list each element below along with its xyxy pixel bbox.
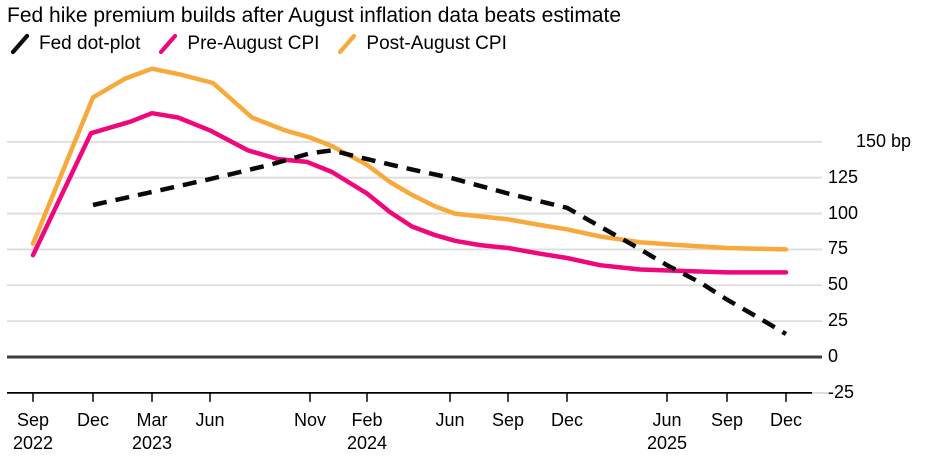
fed-dot-plot-slash-icon bbox=[10, 33, 30, 55]
post-august-cpi-slash-icon bbox=[338, 33, 357, 55]
slash-stroke bbox=[10, 33, 30, 55]
pre-august-cpi-slash-icon bbox=[159, 33, 178, 55]
legend-item-fed-dot-plot: Fed dot-plot bbox=[9, 32, 140, 56]
legend-label-pre-august-cpi: Pre-August CPI bbox=[187, 33, 320, 54]
legend-label-fed-dot-plot: Fed dot-plot bbox=[39, 33, 141, 54]
chart-title: Fed hike premium builds after August inf… bbox=[7, 4, 622, 27]
legend-label-post-august-cpi: Post-August CPI bbox=[366, 33, 507, 54]
series-line-pre-august-cpi bbox=[30, 110, 789, 275]
slash-stroke bbox=[159, 33, 178, 55]
legend-item-post-august-cpi: Post-August CPI bbox=[336, 32, 507, 56]
slash-stroke bbox=[338, 33, 357, 55]
chart-legend: Fed dot-plot Pre-August CPI Post-August … bbox=[9, 32, 507, 56]
series-line-post-august-cpi bbox=[30, 66, 789, 252]
legend-item-pre-august-cpi: Pre-August CPI bbox=[157, 32, 319, 56]
series-line-fed-dot-plot bbox=[92, 148, 788, 336]
